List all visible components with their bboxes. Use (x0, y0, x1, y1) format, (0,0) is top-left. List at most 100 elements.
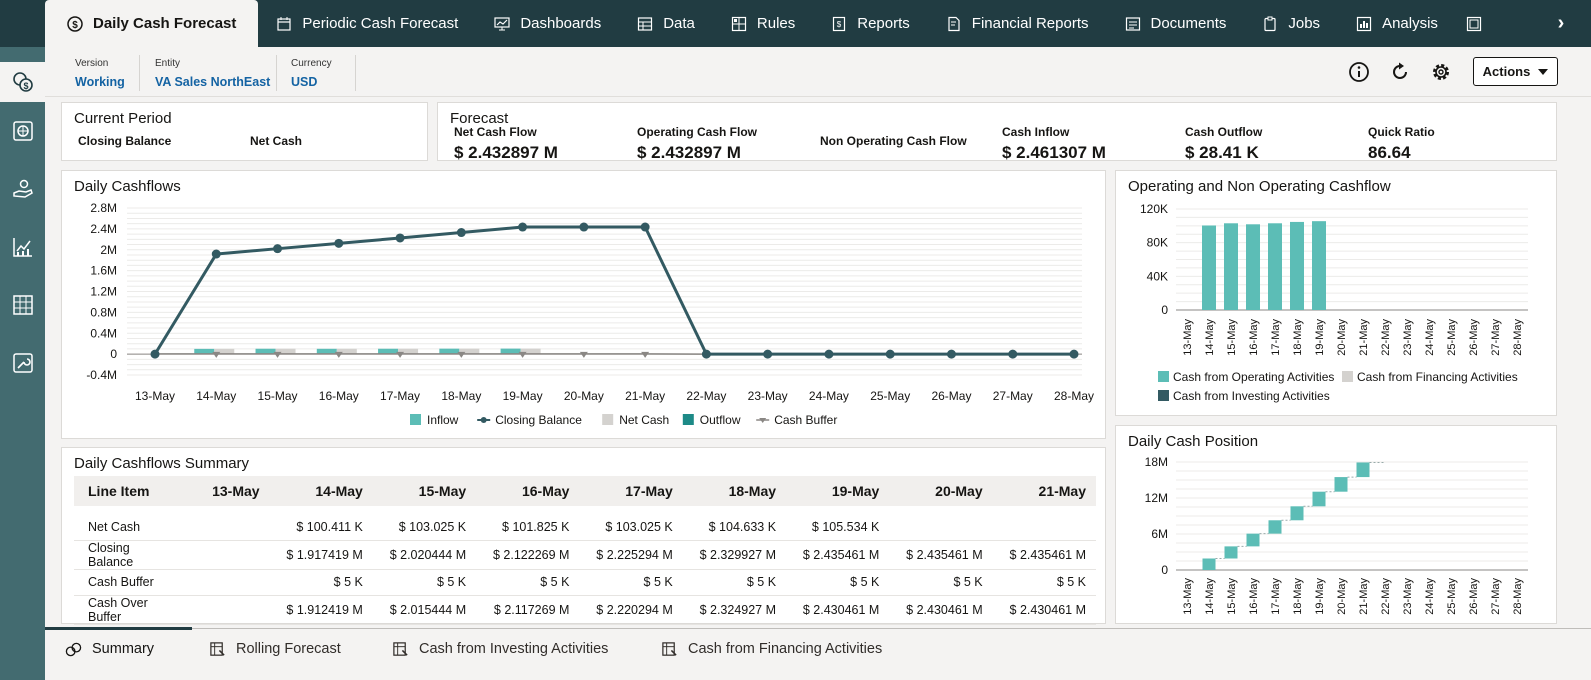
column-header: 21-May (1038, 483, 1086, 499)
table-cell[interactable]: $ 5 K (786, 569, 890, 596)
table-cell[interactable]: $ 2.020444 M (372, 540, 477, 570)
table-cell[interactable]: $ 2.435461 M (992, 540, 1096, 570)
x-tick-label: 26-May (1468, 319, 1480, 356)
table-cell[interactable]: $ 2.117269 M (476, 595, 580, 625)
tab-jobs[interactable]: Jobs (1244, 0, 1338, 47)
x-tick-label: 17-May (380, 389, 420, 403)
closing-balance-point (1008, 349, 1018, 359)
table-cell[interactable]: $ 1.912419 M (269, 595, 373, 625)
y-tick-label: 0.4M (90, 326, 117, 340)
table-cell[interactable]: $ 5 K (889, 569, 993, 596)
rail-chart-icon[interactable] (0, 218, 45, 276)
y-tick-label: 2M (100, 243, 117, 257)
table-cell[interactable]: $ 5 K (682, 569, 787, 596)
x-tick-label: 24-May (1424, 319, 1436, 356)
table-cell[interactable]: $ 2.430461 M (992, 595, 1096, 625)
currency-value[interactable]: USD (291, 75, 318, 89)
rail-hand-coins-icon[interactable] (0, 160, 45, 218)
tab-daily-cash-forecast[interactable]: $ Daily Cash Forecast (45, 0, 259, 47)
net-cash-label: Net Cash (250, 134, 303, 148)
table-cell[interactable]: $ 2.122269 M (476, 540, 580, 570)
tab-periodic-cash-forecast[interactable]: Periodic Cash Forecast (258, 0, 476, 47)
rail-target-icon[interactable] (0, 102, 45, 160)
currency-selector[interactable]: Currency USD (291, 58, 332, 89)
table-cell[interactable] (889, 506, 993, 541)
daily-cashflows-chart[interactable]: 2.8M 2.4M 2M 1.6M 1.2M 0.8M 0.4M 0 -0.4M 13-May 14… (62, 171, 1107, 440)
table-cell[interactable]: $ 2.220294 M (579, 595, 683, 625)
nav-more-chevron-icon[interactable]: › (1531, 0, 1591, 47)
table-cell[interactable] (179, 540, 270, 570)
x-tick-label: 28-May (1512, 319, 1524, 356)
refresh-icon[interactable] (1388, 60, 1412, 84)
bottom-tab-rolling-forecast[interactable]: Rolling Forecast (209, 629, 341, 669)
table-cell[interactable]: $ 2.329927 M (682, 540, 787, 570)
tab-dashboards[interactable]: Dashboards (476, 0, 619, 47)
table-cell[interactable]: $ 5 K (579, 569, 683, 596)
operating-cashflow-chart[interactable]: 120K 80K 40K 0 13-May 14-May 15-May 16-May 17-Ma… (1116, 171, 1558, 417)
tab-data[interactable]: Data (619, 0, 713, 47)
cash-buffer-marker (579, 351, 588, 358)
table-cell[interactable]: $ 100.411 K (269, 506, 373, 541)
table-cell[interactable]: $ 103.025 K (372, 506, 477, 541)
tab-overflow-icon-item[interactable] (1456, 0, 1492, 47)
table-cell[interactable]: $ 2.324927 M (682, 595, 787, 625)
x-tick-label: 13-May (1182, 578, 1194, 615)
info-icon[interactable] (1347, 60, 1371, 84)
version-label: Version (75, 58, 109, 69)
table-cell[interactable]: $ 105.534 K (786, 506, 890, 541)
rail-cash-icon[interactable]: $ (0, 62, 45, 102)
table-cell[interactable] (179, 569, 270, 596)
version-selector[interactable]: Version Working (75, 58, 125, 89)
daily-cashflows-panel: Daily Cashflows 2.8M 2.4M 2M 1.6M 1.2M 0.8M 0.… (61, 170, 1106, 439)
table-cell[interactable] (992, 506, 1096, 541)
bottom-tab-cash-from-financing[interactable]: Cash from Financing Activities (661, 629, 882, 669)
table-cell[interactable]: $ 2.435461 M (786, 540, 890, 570)
legend-label: Inflow (427, 413, 459, 427)
table-cell[interactable]: $ 2.430461 M (786, 595, 890, 625)
table-cell[interactable]: $ 5 K (476, 569, 580, 596)
x-tick-label: 17-May (1270, 578, 1282, 615)
rail-tools-icon[interactable] (0, 334, 45, 392)
entity-value[interactable]: VA Sales NorthEast (155, 75, 271, 89)
tab-reports[interactable]: $ Reports (813, 0, 928, 47)
table-cell[interactable]: $ 101.825 K (476, 506, 580, 541)
x-tick-label: 25-May (870, 389, 910, 403)
table-cell[interactable] (179, 595, 270, 625)
table-cell[interactable]: $ 5 K (372, 569, 477, 596)
bottom-tab-label: Summary (92, 641, 155, 657)
table-cell[interactable]: $ 2.225294 M (579, 540, 683, 570)
x-tick-label: 19-May (1314, 319, 1326, 356)
rail-grid-icon[interactable] (0, 276, 45, 334)
tab-documents[interactable]: Documents (1107, 0, 1245, 47)
x-tick-label: 18-May (1292, 319, 1304, 356)
kpi-value: 86.64 (1368, 143, 1411, 162)
bottom-tab-cash-from-investing[interactable]: Cash from Investing Activities (392, 629, 608, 669)
tab-label: Financial Reports (971, 15, 1089, 32)
cash-position-bar (1334, 477, 1348, 492)
daily-cash-position-chart[interactable]: 18M 12M 6M 0 13-May 14-May 15-May 16-May 17-May 1… (1116, 426, 1558, 625)
column-header: 19-May (831, 483, 880, 499)
tab-rules[interactable]: Rules (713, 0, 813, 47)
table-cell[interactable]: $ 5 K (992, 569, 1096, 596)
table-cell[interactable]: $ 5 K (269, 569, 373, 596)
table-cell[interactable]: $ 2.435461 M (889, 540, 993, 570)
cash-position-bar (1246, 533, 1260, 547)
table-cell[interactable]: $ 2.430461 M (889, 595, 993, 625)
x-tick-label: 16-May (319, 389, 359, 403)
table-cell[interactable]: $ 103.025 K (579, 506, 683, 541)
kpi-value: $ 2.432897 M (454, 143, 558, 162)
settings-gear-icon[interactable] (1429, 60, 1453, 84)
tab-financial-reports[interactable]: Financial Reports (928, 0, 1107, 47)
table-cell[interactable] (179, 506, 270, 541)
x-tick-label: 20-May (1336, 319, 1348, 356)
bottom-tab-summary[interactable]: Summary (44, 627, 193, 669)
version-value[interactable]: Working (75, 75, 125, 89)
x-tick-label: 16-May (1248, 319, 1260, 356)
table-cell[interactable]: $ 104.633 K (682, 506, 787, 541)
table-cell[interactable]: $ 2.015444 M (372, 595, 477, 625)
tab-analysis[interactable]: Analysis (1338, 0, 1456, 47)
actions-button[interactable]: Actions (1473, 57, 1558, 86)
x-tick-label: 23-May (1402, 578, 1414, 615)
table-cell[interactable]: $ 1.917419 M (269, 540, 373, 570)
entity-selector[interactable]: Entity VA Sales NorthEast (155, 58, 270, 89)
